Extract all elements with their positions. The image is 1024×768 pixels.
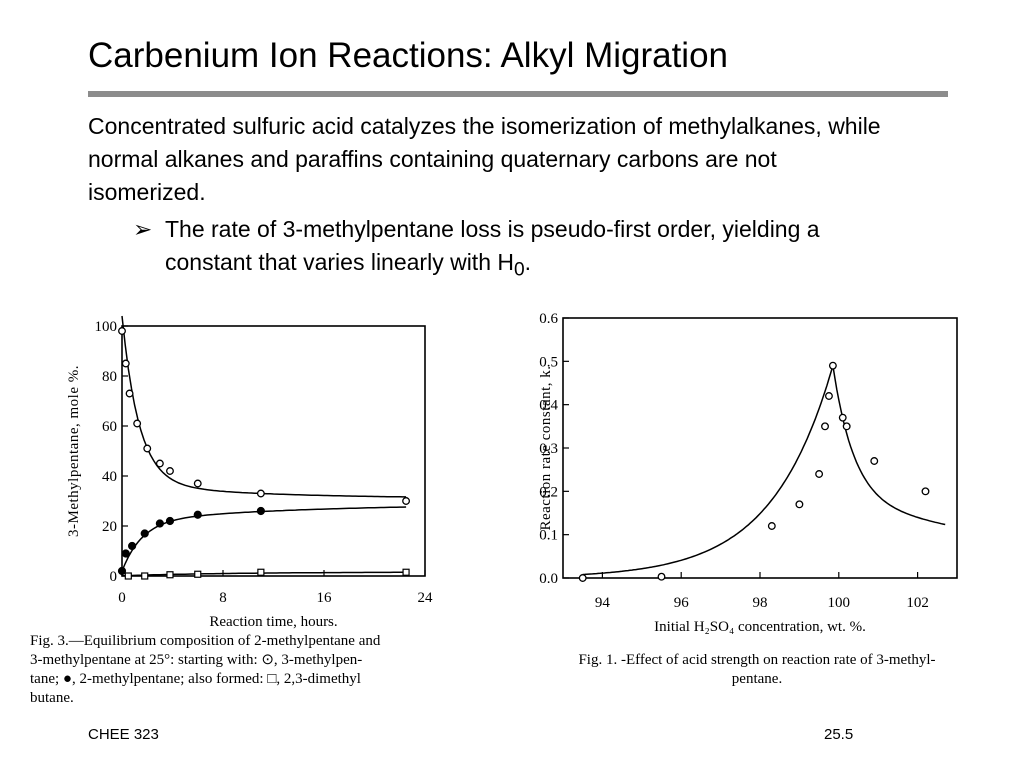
y-axis-label: Reaction rate constant, k. — [538, 365, 554, 530]
y-tick-label: 0 — [110, 569, 118, 585]
y-axis-label: 3-Methylpentane, mole %. — [66, 365, 82, 537]
fig3-caption-line-2: 3-methylpentane at 25°: starting with: ⊙… — [30, 652, 363, 668]
data-point-open — [256, 489, 265, 498]
slide-title: Carbenium Ion Reactions: Alkyl Migration — [88, 36, 729, 75]
plot-frame — [121, 325, 426, 577]
data-point-open — [133, 419, 142, 428]
y-tick-label: 100 — [95, 319, 118, 335]
fig1-caption: Fig. 1. -Effect of acid strength on reac… — [532, 651, 982, 689]
data-point-open — [921, 487, 930, 496]
data-point-open — [118, 327, 126, 335]
footer-page-number: 25.5 — [824, 726, 854, 743]
data-point-open — [166, 467, 174, 475]
data-point-open — [402, 497, 411, 505]
y-tick-label: 20 — [102, 519, 117, 535]
data-point-square — [402, 568, 410, 576]
data-point-square — [194, 570, 202, 578]
x-tick-label: 0 — [118, 590, 126, 606]
x-tick-label: 16 — [317, 590, 333, 606]
fig3-caption: Fig. 3.—Equilibrium composition of 2-met… — [30, 632, 490, 708]
data-point-open — [795, 500, 804, 509]
data-point-open — [155, 459, 164, 468]
fig1-caption-line-2: pentane. — [731, 671, 783, 687]
rise-curve — [121, 506, 407, 572]
data-point-filled — [256, 506, 265, 516]
data-point-square — [141, 572, 149, 580]
rate-constant-chart: 94 96 98 100 102 0.0 0.1 0.2 0.3 0.4 0.5 0.6 Initial… — [538, 311, 958, 635]
data-point-open — [828, 361, 837, 370]
data-point-filled — [193, 510, 202, 519]
data-point-open — [825, 392, 833, 400]
y-tick-label: 80 — [102, 369, 117, 385]
data-point-filled — [140, 529, 149, 538]
fig3-caption-line-3: tane; ●, 2-methylpentane; also formed: □… — [30, 671, 361, 687]
bullet-text-main: The rate of 3-methylpentane loss is pseu… — [165, 216, 820, 275]
y-tick-label: 40 — [102, 469, 117, 485]
y-tick-label: 0.4 — [539, 398, 558, 414]
y-tick-label: 0.6 — [539, 311, 558, 327]
bullet-text-end: . — [524, 249, 532, 275]
fig3-caption-line-1: Fig. 3.—Equilibrium composition of 2-met… — [30, 633, 381, 649]
x-axis-label: Initial H₂SO₄ concentration, wt. %. — [654, 619, 866, 635]
bullet-text: The rate of 3-methylpentane loss is pseu… — [165, 213, 885, 287]
data-point-open — [143, 444, 152, 453]
y-tick-label: 0.2 — [539, 484, 558, 500]
arrow-bullet-icon: ➢ — [133, 216, 153, 242]
rate-curve — [582, 365, 946, 576]
decay-curve — [121, 315, 407, 498]
x-axis-label: Reaction time, hours. — [209, 614, 337, 630]
title-divider — [88, 91, 948, 97]
data-point-open — [815, 470, 824, 478]
fig3-caption-line-4: butane. — [30, 690, 74, 706]
data-point-open — [767, 522, 776, 530]
data-point-open — [842, 422, 851, 431]
x-tick-label: 102 — [906, 595, 929, 611]
intro-paragraph: Concentrated sulfuric acid catalyzes the… — [88, 113, 881, 205]
x-tick-label: 100 — [828, 595, 851, 611]
data-point-open — [870, 457, 879, 465]
data-point-filled — [165, 516, 175, 526]
x-tick-label: 98 — [753, 595, 768, 611]
y-tick-label: 60 — [102, 419, 117, 435]
data-point-open — [578, 574, 587, 582]
data-point-square — [257, 568, 265, 576]
fig1-caption-line-1: Fig. 1. -Effect of acid strength on reac… — [578, 652, 936, 668]
x-tick-label: 94 — [595, 595, 611, 611]
data-point-open — [193, 479, 202, 488]
bullet-subscript: 0 — [514, 259, 525, 281]
x-tick-label: 96 — [674, 595, 690, 611]
data-point-filled — [117, 566, 127, 576]
y-tick-label: 0.5 — [539, 354, 558, 370]
data-point-square — [166, 571, 174, 579]
composition-chart: 0 8 16 24 0 20 40 60 80 100 Reaction time, hours. 3… — [66, 315, 434, 630]
data-point-open — [121, 359, 130, 368]
y-tick-label: 0.1 — [539, 528, 558, 544]
data-point-filled — [121, 549, 130, 558]
plot-frame — [562, 317, 958, 579]
data-point-filled — [128, 541, 137, 551]
data-point-open — [125, 389, 134, 398]
data-point-filled — [155, 519, 164, 528]
footer-course: CHEE 323 — [88, 726, 159, 743]
data-point-open — [657, 572, 666, 581]
data-point-open — [821, 422, 829, 431]
y-tick-label: 0.0 — [539, 571, 558, 587]
x-tick-label: 8 — [219, 590, 227, 606]
y-tick-label: 0.3 — [539, 441, 558, 457]
data-point-open — [838, 413, 847, 422]
x-tick-label: 24 — [418, 590, 434, 606]
data-point-square — [124, 572, 132, 580]
